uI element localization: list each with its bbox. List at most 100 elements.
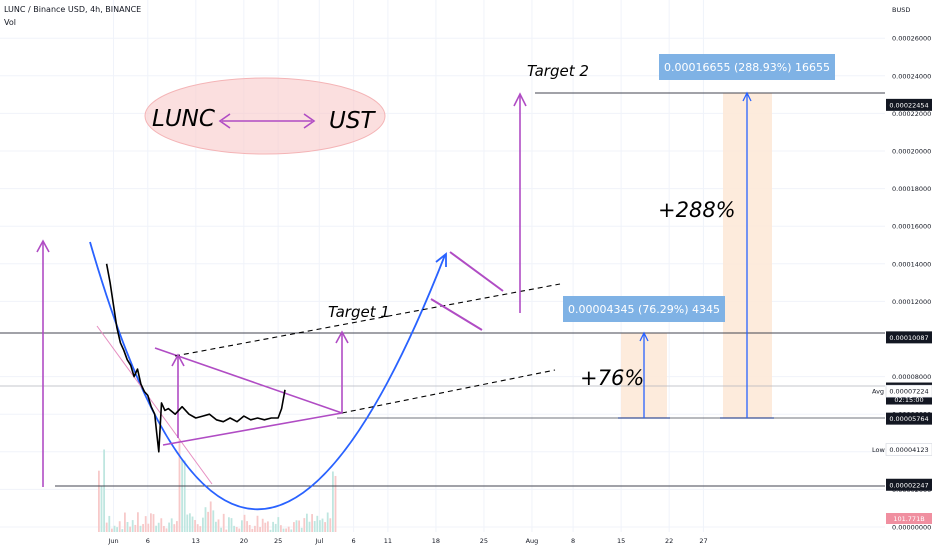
price-tag-1: 0.00010087 [886, 331, 932, 344]
volume-bar [196, 524, 199, 532]
x-tick-label-6: 6 [352, 537, 356, 545]
volume-bar [194, 520, 196, 532]
volume-bar [121, 529, 124, 532]
price-tag-0: 0.00022454 [886, 98, 932, 111]
y-tick-label-1: 0.00024000 [892, 72, 931, 80]
volume-bar [124, 512, 126, 532]
bubble-ellipse [144, 77, 386, 155]
volume-bar [261, 518, 264, 532]
symbol-title: LUNC / Binance USD, 4h, BINANCE [4, 5, 142, 14]
x-tick-label-1: 6 [146, 537, 150, 545]
y-tick-label-6: 0.00014000 [892, 260, 931, 268]
price-tag-bg [885, 384, 932, 398]
volume-bar [334, 475, 337, 532]
x-tick-label-12: 15 [617, 537, 625, 545]
x-tick-label-8: 18 [432, 537, 440, 545]
volume-bar [157, 522, 160, 532]
triangle-top [154, 347, 343, 414]
volume-bar [181, 459, 183, 532]
volume-bar [306, 513, 308, 532]
x-tick-label-14: 27 [699, 537, 707, 545]
price-tag-prefix: Avg [872, 388, 884, 396]
price-tag-bg [886, 98, 932, 111]
volume-bar [329, 518, 332, 532]
volume-bar [300, 527, 303, 532]
parabolic-curve [89, 241, 446, 511]
price-tag-text: 0.00022454 [889, 101, 928, 109]
left-arrow-head [36, 239, 50, 253]
measure-label-1-text: 0.00004345 (76.29%) 4345 [568, 303, 720, 316]
volume-bar [176, 521, 178, 532]
measure-label-2: 0.00016655 (288.93%) 16655 [659, 54, 835, 80]
measure-label-1: 0.00004345 (76.29%) 4345 [563, 296, 725, 322]
volume-bar [155, 525, 157, 532]
y-tick-label-0: 0.00026000 [892, 35, 931, 43]
volume-bar [144, 516, 147, 532]
volume-bar [256, 515, 259, 532]
volume-bar [238, 528, 241, 532]
y-tick-label-8: 0.00008000 [892, 373, 931, 381]
y-tick-label-2: 0.00022000 [892, 110, 931, 118]
volume-tag: 101.771B [886, 513, 932, 524]
volume-bar [100, 485, 103, 532]
volume-bar [165, 528, 168, 532]
volume-bar [267, 521, 269, 532]
ust-label: UST [329, 108, 376, 134]
volume-bar [222, 513, 225, 532]
x-tick-label-7: 11 [384, 537, 392, 545]
volume-bar [173, 524, 176, 532]
volume-bar [189, 513, 191, 532]
y-tick-label-12: 0.00000000 [892, 524, 931, 532]
lunc-label: LUNC [152, 106, 215, 132]
volume-bar [251, 528, 254, 532]
volume-bar [163, 525, 165, 532]
pole-arrow-head [171, 353, 185, 367]
volume-bar [282, 528, 285, 532]
measure-arrow-1-head [639, 331, 649, 342]
x-tick-label-3: 20 [240, 537, 248, 545]
volume-bar [142, 524, 144, 532]
currency-label: BUSD [892, 6, 910, 14]
price-tag-prefix: Low [872, 446, 885, 454]
volume-bar [113, 525, 116, 532]
volume-bar [293, 522, 295, 532]
y-tick-label-5: 0.00016000 [892, 223, 931, 231]
volume-bar [303, 518, 306, 532]
volume-bar [313, 521, 316, 532]
volume-bar [111, 528, 113, 532]
volume-tag-text: 101.771B [893, 515, 924, 523]
volume-bar [220, 527, 222, 532]
volume-bar [269, 529, 272, 532]
triangle-bottom [162, 412, 343, 446]
volume-bar [118, 521, 121, 532]
volume-bar [139, 525, 142, 532]
measure-arrow-2-head [742, 91, 752, 102]
price-tag-6: 0.00002247 [886, 478, 932, 491]
price-line [105, 263, 286, 453]
volume-bar [233, 525, 235, 532]
volume-bar [246, 521, 248, 532]
volume-indicator-label: Vol [4, 18, 16, 27]
volume-bar [290, 529, 293, 532]
x-tick-label-0: Jun [107, 537, 118, 545]
volume-bar [191, 516, 194, 532]
price-tag-text: 0.00007224 [889, 388, 928, 396]
volume-bar [321, 518, 324, 532]
volume-bar [150, 513, 152, 532]
pink-trend-line [96, 325, 213, 485]
volume-bar [248, 524, 251, 532]
volume-bar [225, 529, 228, 532]
volume-bar [254, 525, 256, 532]
volume-bar [199, 526, 202, 532]
price-tag-sub-bg [886, 394, 932, 405]
target-1-arrow-head [335, 330, 349, 344]
volume-bar [241, 520, 243, 532]
volume-bar [103, 449, 105, 532]
volume-bar [277, 517, 280, 532]
pct-288-label: +288% [658, 198, 736, 222]
x-tick-label-4: 25 [274, 537, 282, 545]
volume-bar [137, 512, 139, 532]
volume-bar [326, 512, 329, 532]
